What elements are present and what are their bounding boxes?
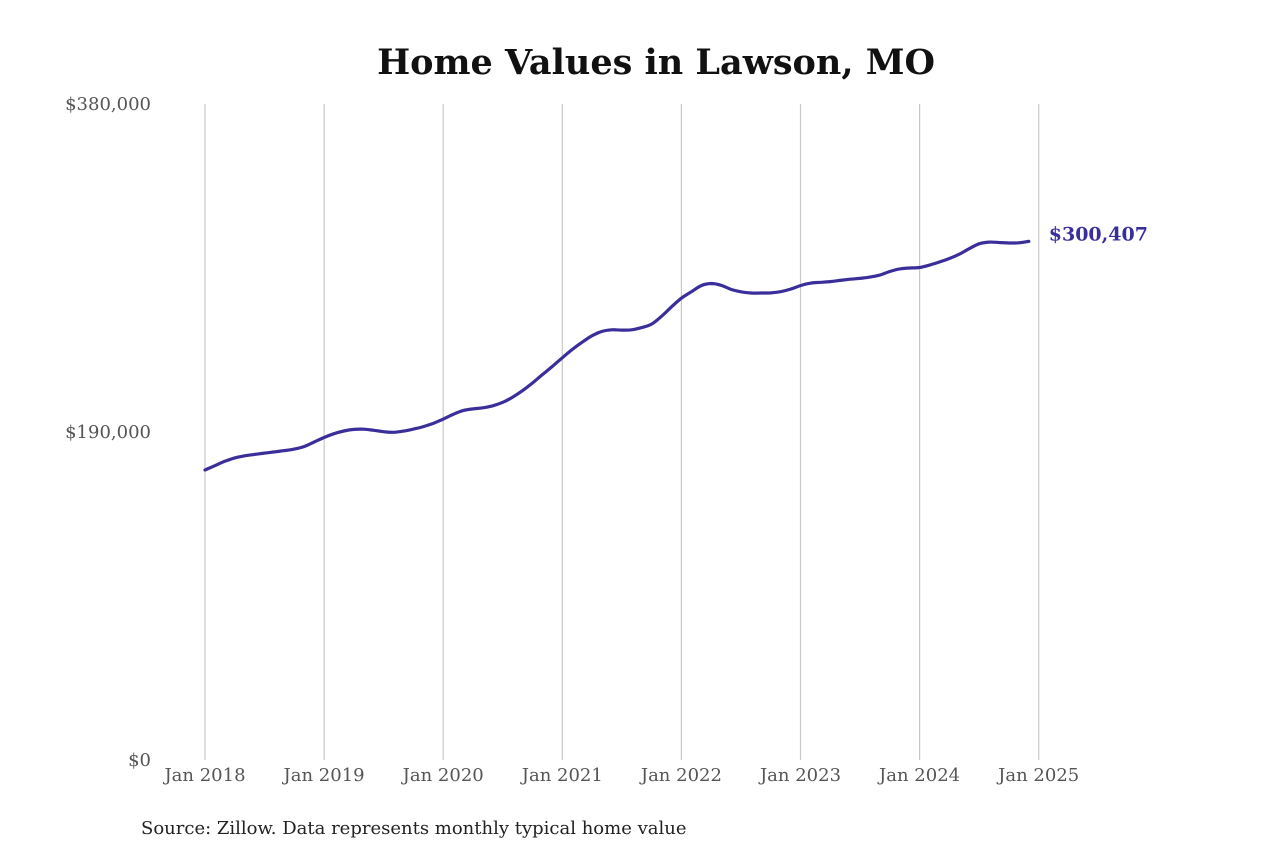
series — [203, 239, 1031, 472]
x-tick-label: Jan 2023 — [758, 765, 841, 786]
y-axis: $380,000 $190,000 $0 — [65, 94, 151, 771]
x-tick-label: Jan 2024 — [877, 765, 960, 786]
x-tick-label: Jan 2019 — [282, 765, 365, 786]
chart-title: Home Values in Lawson, MO — [377, 42, 935, 83]
x-tick-label: Jan 2018 — [162, 765, 245, 786]
y-tick-label: $380,000 — [65, 94, 151, 115]
x-tick-label: Jan 2020 — [401, 765, 484, 786]
x-tick-label: Jan 2022 — [639, 765, 722, 786]
y-tick-label: $0 — [128, 750, 151, 771]
last-value-label: $300,407 — [1049, 223, 1148, 245]
x-tick-label: Jan 2021 — [520, 765, 603, 786]
gridlines — [204, 104, 1040, 760]
x-tick-label: Jan 2025 — [996, 765, 1079, 786]
source-note: Source: Zillow. Data represents monthly … — [141, 818, 687, 839]
series-line — [203, 239, 1031, 472]
y-tick-label: $190,000 — [65, 422, 151, 443]
x-axis: Jan 2018 Jan 2019 Jan 2020 Jan 2021 Jan 2022… — [162, 765, 1079, 786]
